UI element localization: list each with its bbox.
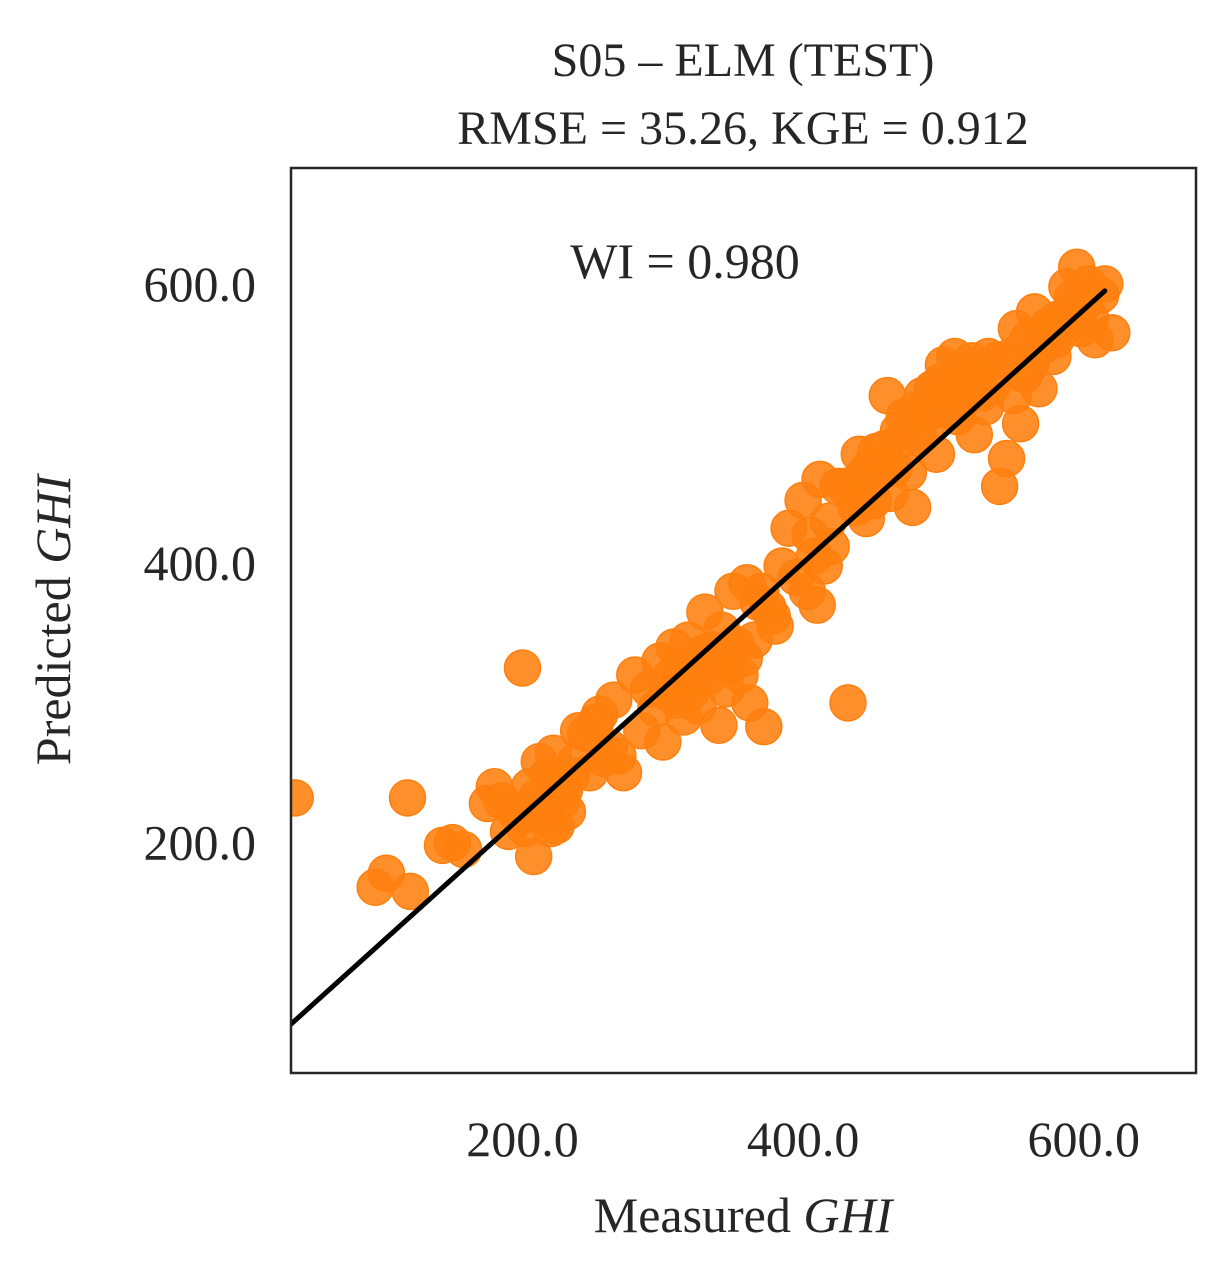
scatter-point [745,707,783,746]
scatter-point [1001,404,1040,443]
scatter-point [604,753,643,792]
y-axis-label: Predicted GHI [25,473,81,766]
x-tick-label: 400.0 [747,1111,860,1167]
scatter-point [391,872,430,911]
scatter-point [594,681,633,719]
scatter-point [1086,265,1124,303]
x-axis-label-italic: GHI [803,1187,894,1243]
scatter-point [893,488,932,527]
fit-line [291,288,1108,1027]
y-axis-ticks: 200.0 400.0 600.0 [144,256,257,871]
scatter-point [644,723,682,761]
x-axis-label: Measured GHI [594,1187,895,1243]
scatter-point [503,649,542,687]
wi-annotation: WI = 0.980 [570,233,800,289]
x-axis-ticks: 200.0 400.0 600.0 [466,1111,1140,1167]
plot-frame [289,166,1198,1075]
scatter-point [444,830,483,869]
scatter-point [291,779,314,817]
x-axis-label-prefix: Measured [594,1187,804,1243]
scatter-point [388,779,427,817]
chart-title-line-1: S05 – ELM (TEST) [552,34,935,87]
scatter-points [291,248,1131,911]
scatter-point [700,706,738,744]
scatter-point [798,586,836,624]
scatter-point [987,439,1026,478]
scatter-point [812,527,850,566]
scatter-point [756,607,794,645]
scatter-point [1020,369,1058,408]
y-tick-label: 400.0 [144,535,257,591]
scatter-point [829,684,867,722]
scatter-point [1093,314,1131,352]
scatter-point [514,837,553,876]
x-tick-label: 200.0 [466,1111,579,1167]
y-axis-label-prefix: Predicted [25,564,81,765]
x-tick-label: 600.0 [1028,1111,1141,1167]
chart-title-line-2: RMSE = 35.26, KGE = 0.912 [457,102,1029,155]
scatter-point [548,793,587,831]
y-axis-label-italic: GHI [25,473,81,564]
y-tick-label: 200.0 [144,815,257,871]
y-tick-label: 600.0 [144,256,257,312]
scatter-point [917,435,956,474]
